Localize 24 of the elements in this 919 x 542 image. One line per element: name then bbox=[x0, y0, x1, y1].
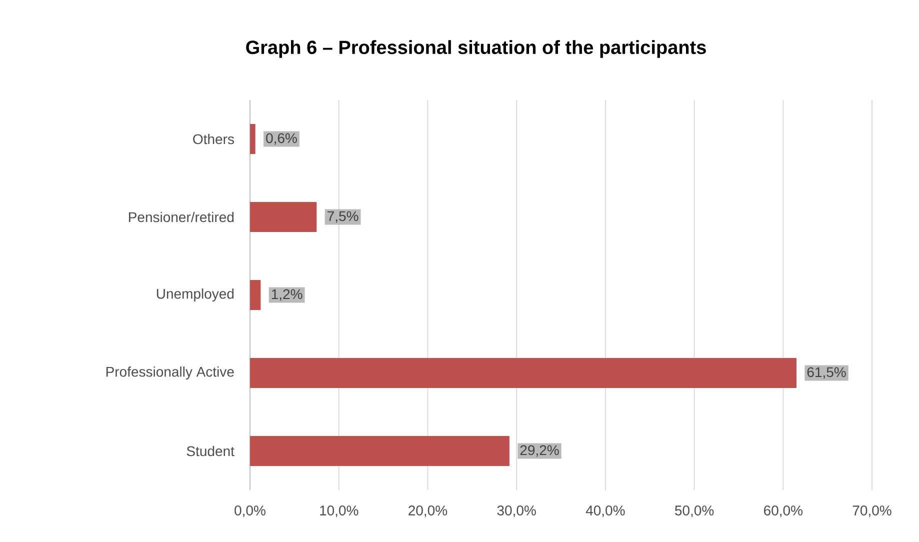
data-label: 7,5% bbox=[328, 211, 358, 223]
y-tick-label: Professionally Active bbox=[106, 366, 234, 380]
data-label: 0,6% bbox=[266, 133, 297, 145]
y-tick-label: Pensioner/retired bbox=[129, 212, 234, 222]
x-tick-label: 10,0% bbox=[320, 506, 358, 518]
chart-title: Graph 6 – Professional situation of the participants bbox=[246, 40, 706, 58]
data-label: 61,5% bbox=[807, 367, 846, 379]
y-tick-label: Unemployed bbox=[156, 288, 234, 302]
y-tick-label: Student bbox=[186, 446, 234, 456]
bar bbox=[250, 202, 317, 232]
bar bbox=[250, 280, 261, 310]
data-label: 1,2% bbox=[272, 289, 302, 301]
bar bbox=[250, 436, 510, 466]
data-label: 29,2% bbox=[520, 445, 559, 457]
y-tick-label: Others bbox=[193, 134, 234, 144]
bar bbox=[250, 124, 256, 154]
x-tick-label: 40,0% bbox=[586, 506, 625, 518]
x-tick-label: 30,0% bbox=[497, 506, 536, 518]
x-tick-label: 20,0% bbox=[408, 506, 448, 518]
x-tick-label: 0,0% bbox=[234, 506, 266, 518]
x-tick-label: 50,0% bbox=[675, 506, 714, 518]
bar bbox=[250, 358, 796, 388]
x-tick-label: 70,0% bbox=[852, 506, 892, 518]
x-tick-label: 60,0% bbox=[764, 506, 802, 518]
